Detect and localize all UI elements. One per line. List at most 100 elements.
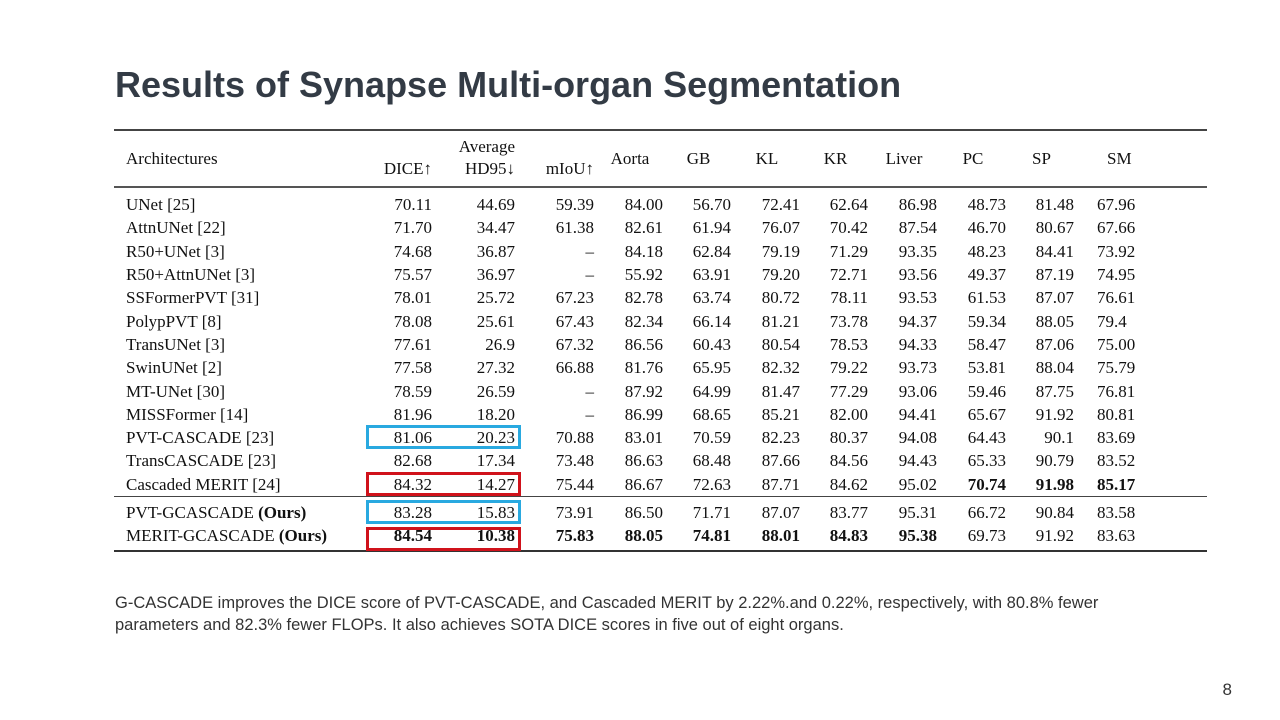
header-organ: GB bbox=[686, 148, 711, 168]
table-row: SSFormerPVT [31] 78.01 25.72 67.23 82.78 63.7… bbox=[114, 286, 1207, 309]
metric-cell: 60.43 bbox=[692, 334, 731, 354]
metric-cell: 87.07 bbox=[734, 495, 803, 525]
metric-cell: 83.77 bbox=[803, 495, 871, 525]
metric-cell: 84.54 bbox=[365, 524, 435, 553]
results-table: Architectures DICE↑ Average HD95↓ mIoU↑ A… bbox=[114, 129, 1207, 553]
metric-cell: 63.74 bbox=[692, 288, 731, 308]
metric-cell: 94.41 bbox=[898, 404, 937, 424]
table-row: MERIT-GCASCADE (Ours) 84.54 10.38 75.83 88.0… bbox=[114, 524, 1207, 553]
metric-cell: 36.97 bbox=[476, 265, 515, 285]
metric-cell: 87.92 bbox=[624, 381, 663, 401]
metric-cell: 80.81 bbox=[1097, 404, 1136, 424]
metric-cell: – bbox=[585, 241, 595, 261]
metric-cell: 79.19 bbox=[761, 241, 800, 261]
metric-cell: 81.96 bbox=[393, 404, 432, 424]
table-body: UNet [25] 70.11 44.69 59.39 84.00 56.70 72.41 6… bbox=[114, 187, 1207, 553]
metric-cell: 26.59 bbox=[476, 381, 515, 401]
header-organ: Liver bbox=[885, 148, 923, 168]
metric-cell: 90.1 bbox=[1044, 428, 1074, 448]
metric-cell: 87.66 bbox=[761, 451, 800, 471]
metric-cell: 64.43 bbox=[967, 428, 1006, 448]
page-number: 8 bbox=[1222, 680, 1232, 699]
metric-cell: 77.61 bbox=[393, 334, 432, 354]
table-row: PVT-GCASCADE (Ours) 83.28 15.83 73.91 86.50 7… bbox=[114, 495, 1207, 525]
metric-cell: 25.72 bbox=[476, 288, 515, 308]
metric-cell: 87.07 bbox=[1035, 288, 1074, 308]
metric-cell: 55.92 bbox=[624, 265, 663, 285]
metric-cell: 80.54 bbox=[761, 334, 800, 354]
metric-cell: 76.81 bbox=[1097, 381, 1136, 401]
slide-title: Results of Synapse Multi-organ Segmentat… bbox=[115, 64, 902, 105]
metric-cell: 79.20 bbox=[761, 265, 800, 285]
metric-cell: 67.23 bbox=[555, 288, 594, 308]
metric-cell: 87.19 bbox=[1035, 265, 1074, 285]
metric-cell: 75.44 bbox=[555, 474, 594, 494]
metric-cell: 66.14 bbox=[692, 311, 731, 331]
metric-cell: 70.59 bbox=[692, 428, 731, 448]
metric-cell: 86.98 bbox=[898, 195, 937, 215]
metric-cell: 78.01 bbox=[393, 288, 432, 308]
architecture-name: MERIT-GCASCADE (Ours) bbox=[114, 524, 365, 553]
metric-cell: 84.18 bbox=[624, 241, 663, 261]
metric-cell: 83.63 bbox=[1077, 524, 1207, 553]
metric-cell: 88.01 bbox=[734, 524, 803, 553]
metric-cell: 74.81 bbox=[666, 524, 734, 553]
header-dice: DICE↑ bbox=[383, 159, 432, 178]
metric-cell: 71.29 bbox=[829, 241, 868, 261]
architecture-name: PVT-CASCADE [23] bbox=[126, 428, 275, 448]
metric-cell: 81.21 bbox=[761, 311, 800, 331]
metric-cell: 74.68 bbox=[393, 241, 432, 261]
metric-cell: 93.35 bbox=[898, 241, 937, 261]
metric-cell: 78.53 bbox=[829, 334, 868, 354]
table-row: PVT-CASCADE [23] 81.06 20.23 70.88 83.01 70.5… bbox=[114, 426, 1207, 449]
metric-cell: 83.58 bbox=[1077, 495, 1207, 525]
metric-cell: 83.52 bbox=[1097, 451, 1136, 471]
metric-cell: 88.05 bbox=[597, 524, 666, 553]
metric-cell: 53.81 bbox=[967, 358, 1006, 378]
metric-cell: 77.58 bbox=[393, 358, 432, 378]
metric-cell: 83.28 bbox=[365, 495, 435, 525]
metric-cell: 87.54 bbox=[898, 218, 937, 238]
header-hd95: Average HD95↓ bbox=[435, 130, 518, 187]
metric-cell: 67.66 bbox=[1097, 218, 1136, 238]
metric-cell: 88.04 bbox=[1035, 358, 1074, 378]
metric-cell: 63.91 bbox=[692, 265, 731, 285]
architecture-name: TransUNet [3] bbox=[126, 334, 226, 354]
metric-cell: 34.47 bbox=[476, 218, 515, 238]
metric-cell: 82.32 bbox=[761, 358, 800, 378]
metric-cell: 90.79 bbox=[1035, 451, 1074, 471]
architecture-name: SwinUNet [2] bbox=[126, 358, 222, 378]
metric-cell: 77.29 bbox=[829, 381, 868, 401]
metric-cell: 56.70 bbox=[692, 195, 731, 215]
metric-cell: 82.78 bbox=[624, 288, 663, 308]
metric-cell: 65.33 bbox=[967, 451, 1006, 471]
architecture-name: UNet [25] bbox=[126, 195, 196, 215]
metric-cell: 65.67 bbox=[967, 404, 1006, 424]
metric-cell: 78.59 bbox=[393, 381, 432, 401]
table-row: TransCASCADE [23] 82.68 17.34 73.48 86.63 68.… bbox=[114, 449, 1207, 472]
table-row: MT-UNet [30] 78.59 26.59 – 87.92 64.99 81.47 77… bbox=[114, 379, 1207, 402]
metric-cell: 70.11 bbox=[394, 195, 432, 215]
table-row: TransUNet [3] 77.61 26.9 67.32 86.56 60.43 80.… bbox=[114, 333, 1207, 356]
metric-cell: 59.34 bbox=[967, 311, 1006, 331]
table-row: PolypPVT [8] 78.08 25.61 67.43 82.34 66.14 81.… bbox=[114, 309, 1207, 332]
metric-cell: 90.84 bbox=[1009, 495, 1077, 525]
metric-cell: 80.37 bbox=[829, 428, 868, 448]
metric-cell: 83.69 bbox=[1097, 428, 1136, 448]
metric-cell: 91.98 bbox=[1035, 474, 1074, 494]
architecture-name: PVT-GCASCADE (Ours) bbox=[114, 495, 365, 525]
metric-cell: 62.84 bbox=[692, 241, 731, 261]
metric-cell: 20.23 bbox=[476, 428, 515, 448]
metric-cell: 73.91 bbox=[518, 495, 597, 525]
metric-cell: 72.63 bbox=[692, 474, 731, 494]
metric-cell: 84.83 bbox=[803, 524, 871, 553]
metric-cell: 59.39 bbox=[555, 195, 594, 215]
metric-cell: 80.67 bbox=[1035, 218, 1074, 238]
table-row: SwinUNet [2] 77.58 27.32 66.88 81.76 65.95 82.… bbox=[114, 356, 1207, 379]
metric-cell: 76.07 bbox=[761, 218, 800, 238]
metric-cell: 69.73 bbox=[940, 524, 1009, 553]
architecture-name: R50+AttnUNet [3] bbox=[126, 265, 256, 285]
metric-cell: 94.08 bbox=[898, 428, 937, 448]
metric-cell: 48.73 bbox=[967, 195, 1006, 215]
metric-cell: 78.08 bbox=[393, 311, 432, 331]
